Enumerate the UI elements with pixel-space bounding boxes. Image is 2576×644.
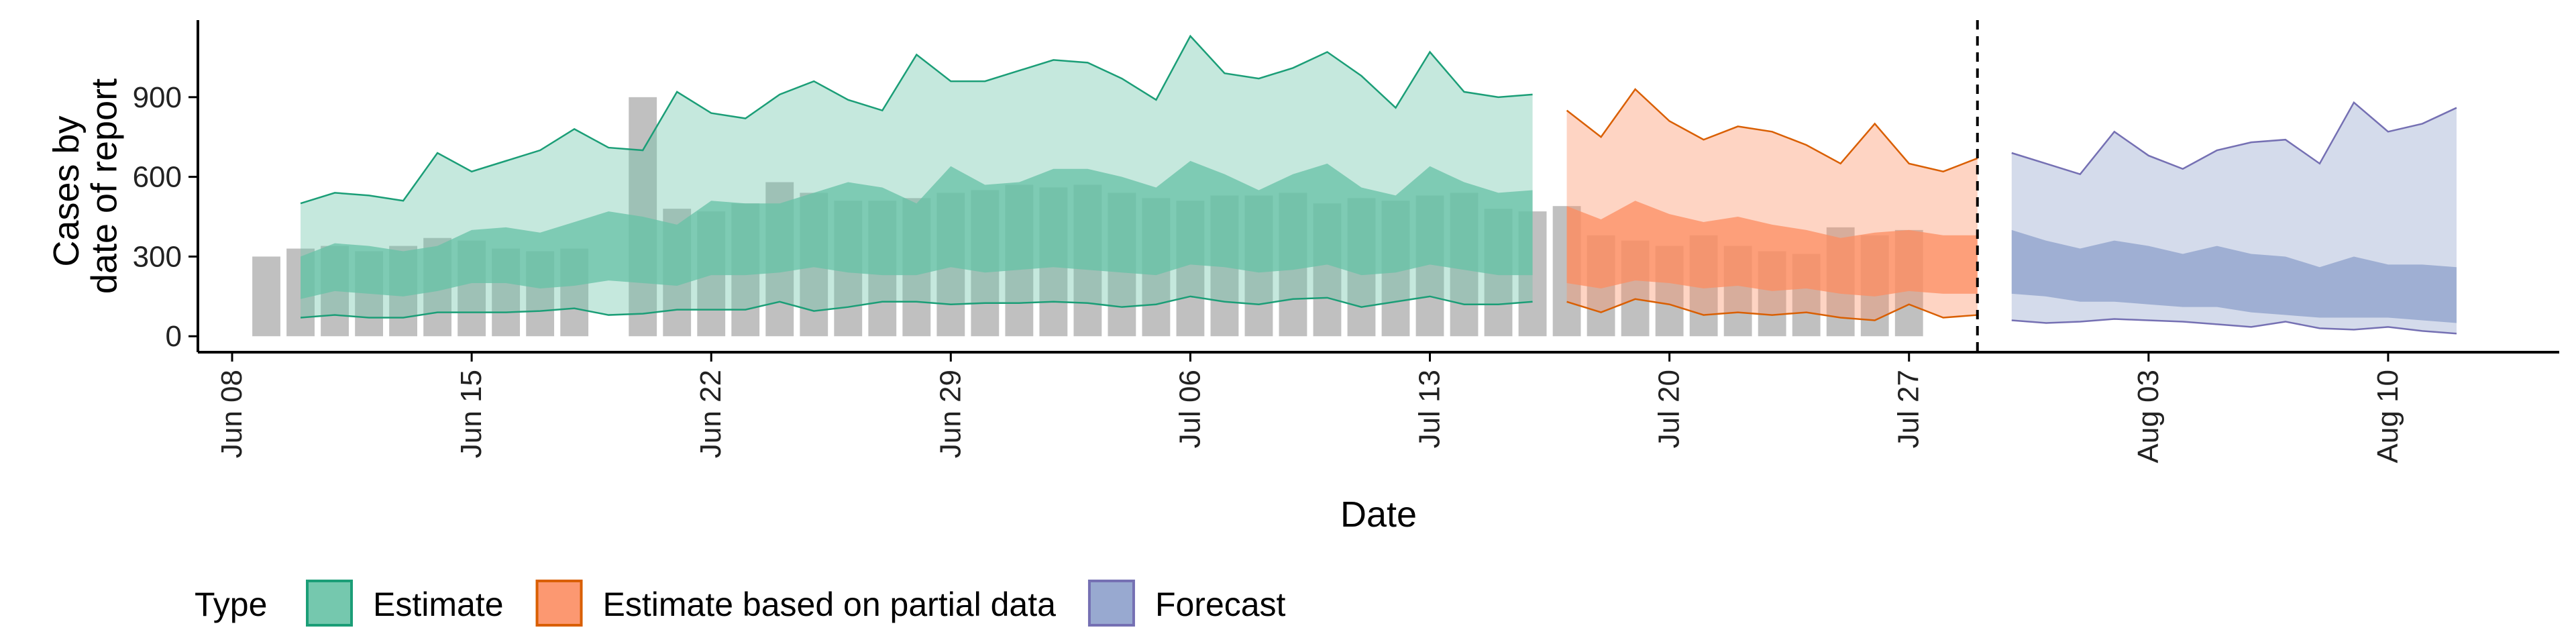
reported-case-bar [252, 256, 280, 337]
x-axis-ticks: Jun 08 Jun 15 Jun 22 Jun 29 Jul 06 Jul 13 Jul … [215, 352, 2404, 463]
axes [197, 20, 2559, 354]
x-tick-label: Jul 20 [1653, 370, 1686, 448]
x-tick-label: Jul 06 [1173, 370, 1206, 448]
band-lower-edge-1 [1566, 298, 1978, 321]
x-tick-label: Jun 08 [215, 370, 248, 458]
y-axis-title: Cases by date of report [46, 78, 125, 294]
legend-label-2: Forecast [1155, 586, 1286, 623]
y-axis-ticks: 0 300 600 900 [133, 81, 198, 353]
band-upper-edge-2 [2011, 101, 2457, 176]
legend: Type Estimate Estimate based on partial d… [195, 580, 1286, 627]
y-tick-label: 300 [133, 240, 182, 273]
band-50-0 [301, 160, 1533, 299]
y-axis-title-line-2: date of report [85, 78, 125, 294]
x-tick-label: Aug 03 [2132, 370, 2165, 463]
x-tick-label: Jul 13 [1413, 370, 1446, 448]
x-tick-label: Jul 27 [1892, 370, 1925, 448]
band-50-1 [1566, 201, 1978, 297]
legend-key-1 [535, 580, 583, 627]
x-tick-label: Jun 15 [455, 370, 488, 458]
y-tick-label: 900 [133, 81, 182, 114]
x-tick-label: Jun 29 [934, 370, 967, 458]
band-upper-edge-1 [1566, 88, 1978, 173]
x-axis-title: Date [1340, 494, 1417, 535]
band-50-2 [2011, 229, 2457, 323]
y-axis-title-line-1: Cases by [46, 115, 87, 266]
legend-key-0 [306, 580, 353, 627]
band-lower-edge-2 [2011, 318, 2457, 335]
band-upper-edge-0 [300, 34, 1533, 205]
x-tick-label: Aug 10 [2371, 370, 2404, 463]
band-lower-edge-0 [300, 295, 1533, 319]
legend-label-0: Estimate [373, 586, 504, 623]
x-tick-label: Jun 22 [694, 370, 727, 458]
legend-key-2 [1087, 580, 1135, 627]
legend-title: Type [195, 586, 267, 623]
y-tick-label: 0 [166, 320, 182, 353]
y-tick-label: 600 [133, 161, 182, 194]
estimate-bands [300, 34, 2457, 335]
legend-label-1: Estimate based on partial data [603, 586, 1057, 623]
